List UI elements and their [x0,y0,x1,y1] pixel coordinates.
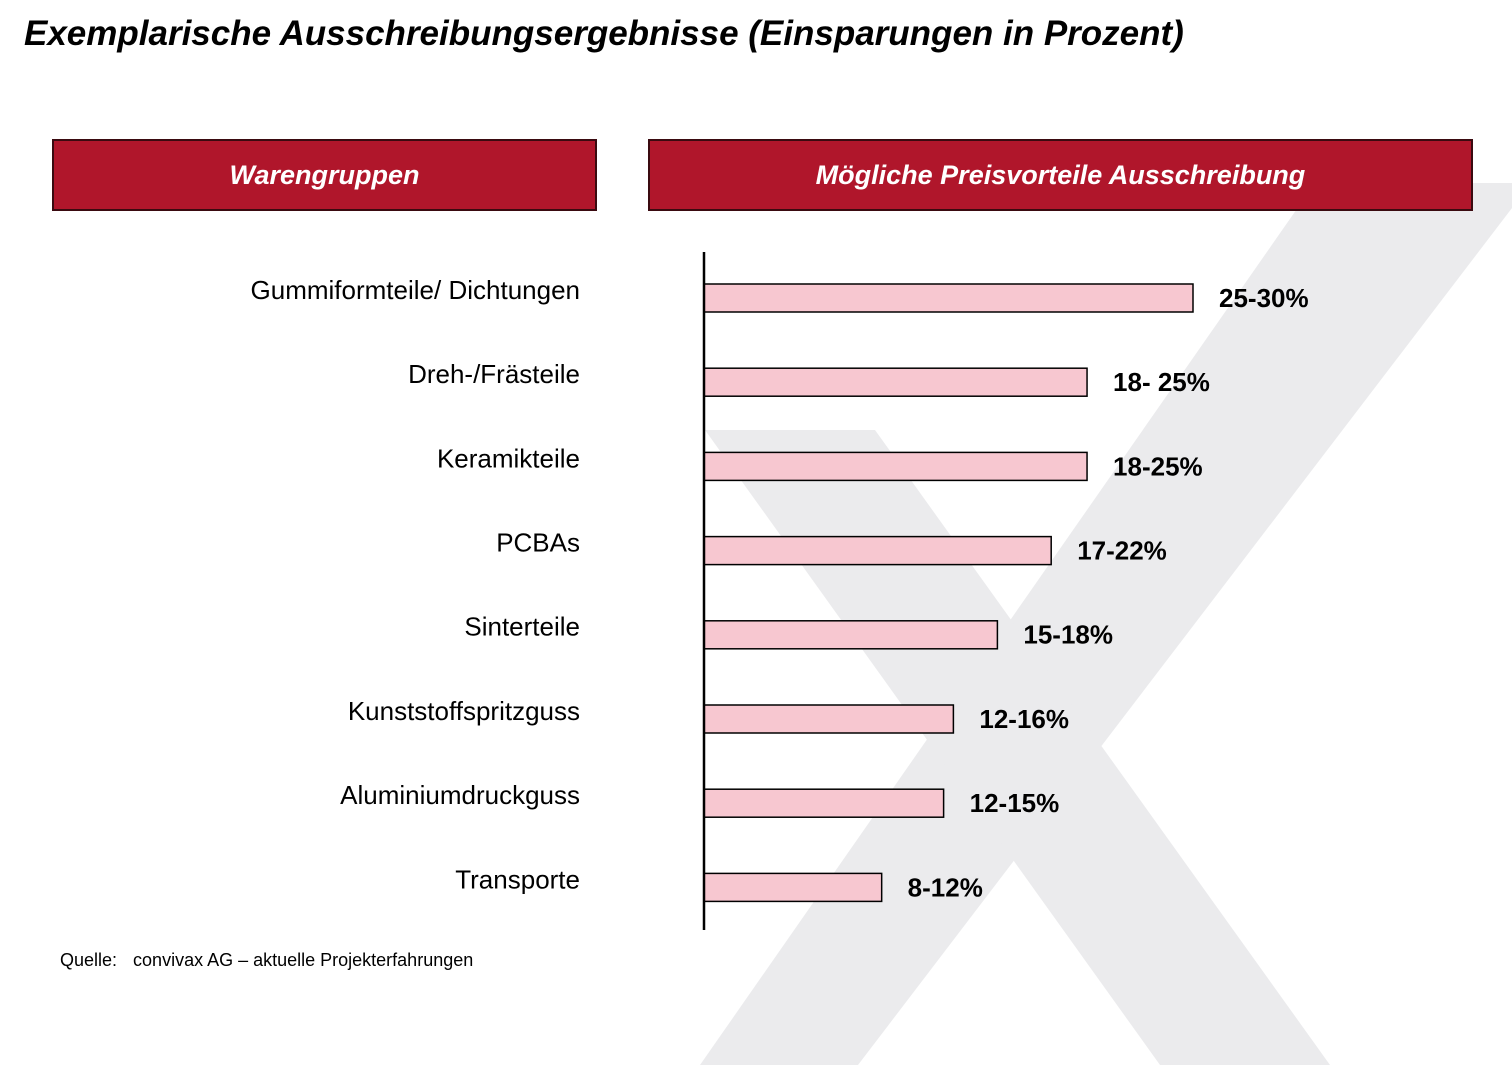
bar-4 [703,535,1052,566]
bar-7 [703,788,945,818]
data-label: 15-18% [1023,620,1113,650]
category-label: Gummiformteile/ Dichtungen [251,275,580,305]
source-note: Quelle: convivax AG – aktuelle Projekterf… [60,950,473,971]
data-label: 8-12% [908,872,983,902]
data-label: 12-16% [979,704,1069,734]
header-preisvorteile: Mögliche Preisvorteile Ausschreibung [648,139,1473,211]
header-preisvorteile-label: Mögliche Preisvorteile Ausschreibung [815,159,1306,190]
source-text: convivax AG – aktuelle Projekterfahrunge… [133,950,474,970]
header-warengruppen-label: Warengruppen [229,159,420,190]
bar-1 [703,283,1194,313]
header-warengruppen: Warengruppen [52,139,597,211]
data-label: 18-25% [1113,451,1203,481]
bar-5 [703,620,999,650]
category-label: Dreh-/Frästeile [408,359,580,389]
bar-2 [703,367,1088,397]
source-label: Quelle: [60,950,118,970]
category-label: Transporte [455,864,580,894]
category-label: Sinterteile [464,612,580,642]
data-label: 12-15% [970,788,1060,818]
data-label: 17-22% [1077,535,1167,565]
bar-6 [703,704,955,734]
category-label: Aluminiumdruckguss [340,780,580,810]
page-title: Exemplarische Ausschreibungsergebnisse (… [24,14,1184,53]
category-label: Kunststoffspritzguss [348,696,580,726]
category-label: PCBAs [496,527,580,557]
bar-3 [703,451,1088,482]
category-label: Keramikteile [437,443,580,473]
bar-8 [703,872,883,903]
data-label: 18- 25% [1113,367,1210,397]
data-label: 25-30% [1219,283,1309,313]
